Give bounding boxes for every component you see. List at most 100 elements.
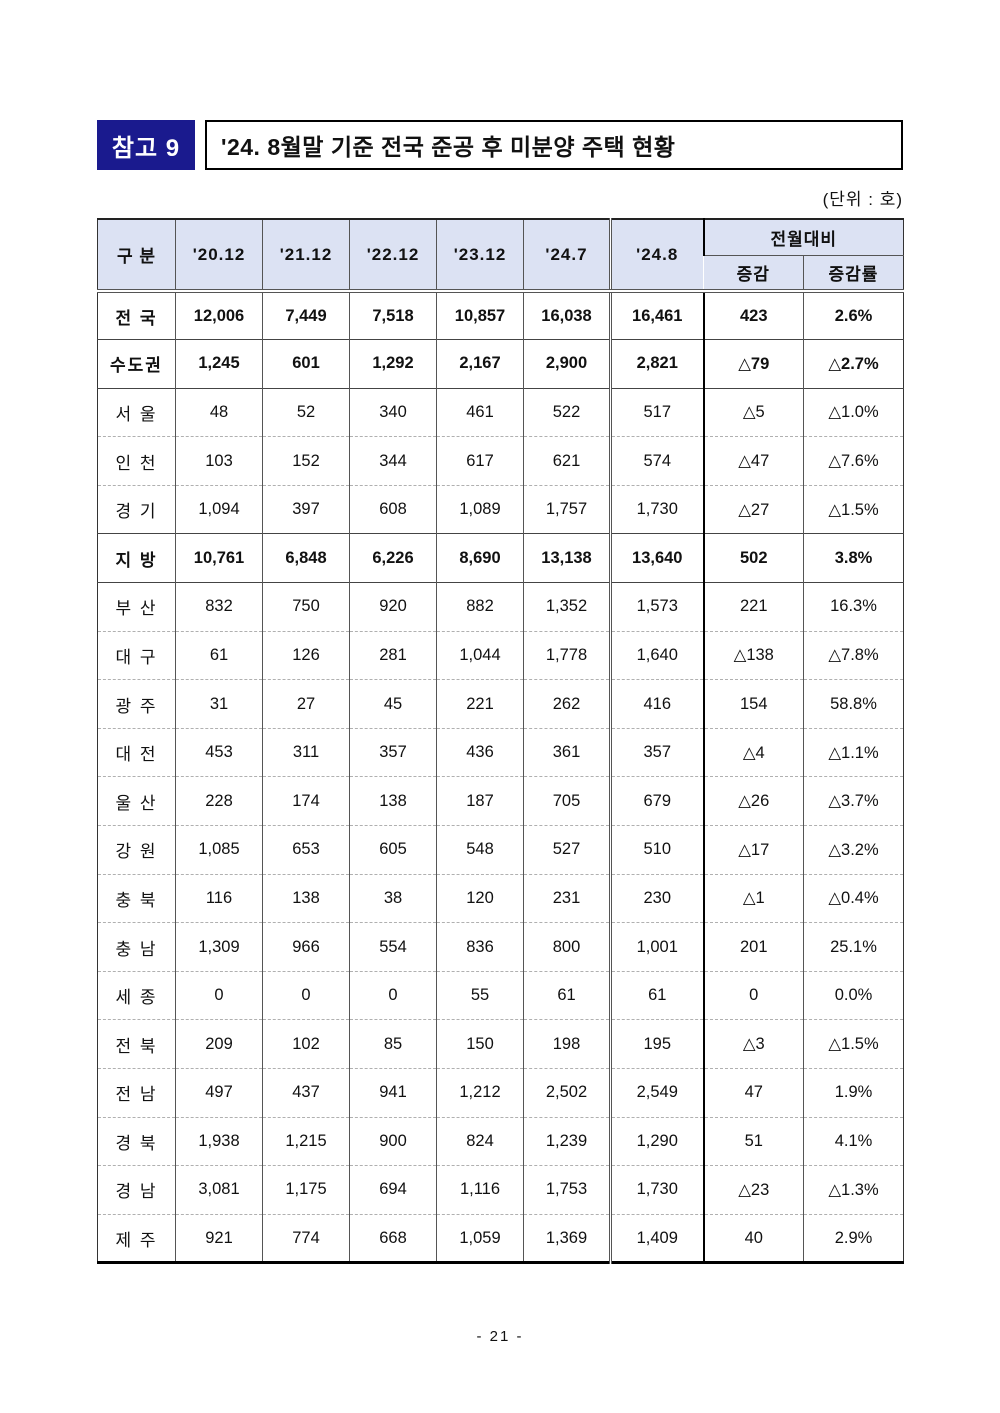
cell: 31: [175, 679, 263, 729]
cell: 2,549: [609, 1068, 704, 1118]
table-body: 전 국 12,006 7,449 7,518 10,857 16,038 16,461 423…: [97, 291, 904, 1263]
row-label: 전 남: [115, 1085, 158, 1105]
cell: 1,753: [523, 1165, 611, 1215]
cell: 527: [523, 825, 611, 875]
cell: 25.1%: [803, 922, 904, 972]
cell: △4: [702, 728, 804, 777]
cell: 357: [609, 728, 704, 777]
cell: 1,409: [609, 1214, 704, 1263]
cell: 6,848: [262, 533, 350, 583]
cell: 52: [262, 388, 350, 437]
cell: 174: [262, 776, 350, 826]
row-label: 대 전: [115, 745, 158, 765]
cell: 705: [523, 776, 611, 826]
cell: 1,573: [609, 582, 704, 632]
cell: 453: [175, 728, 263, 777]
row-label: 울 산: [115, 793, 158, 813]
cell: 1,175: [262, 1165, 350, 1215]
cell: 150: [436, 1019, 524, 1069]
cell: 152: [262, 436, 350, 486]
cell: △1: [702, 874, 804, 923]
cell: 437: [262, 1068, 350, 1118]
cell: 195: [609, 1019, 704, 1069]
cell: 281: [349, 631, 437, 680]
row-label: 제 주: [115, 1230, 158, 1250]
cell: 2,502: [523, 1068, 611, 1118]
row-label: 전 북: [115, 1036, 158, 1056]
cell: △5: [702, 388, 804, 437]
cell: 548: [436, 825, 524, 875]
table-row: 경 남 3,081 1,175 694 1,116 1,753 1,730 △23 △1.3%: [97, 1165, 904, 1215]
cell: 61: [175, 631, 263, 680]
cell: 3,081: [175, 1165, 263, 1215]
cell: 221: [702, 582, 804, 632]
cell: 16.3%: [803, 582, 904, 632]
unit-label: (단위 : 호): [822, 190, 903, 209]
statistics-table-container: 구 분 '20.12 '21.12 '22.12 '23.12 '24.7 '2…: [97, 218, 904, 1265]
table-row: 전 북 209 102 85 150 198 195 △3 △1.5%: [97, 1019, 904, 1069]
cell: 1,730: [609, 485, 704, 534]
table-row: 광 주 31 27 45 221 262 416 154 58.8%: [97, 679, 904, 729]
table-row: 충 남 1,309 966 554 836 800 1,001 201 25.1%: [97, 922, 904, 972]
cell: 1,757: [523, 485, 611, 534]
cell: 694: [349, 1165, 437, 1215]
table-header: 구 분 '20.12 '21.12 '22.12 '23.12 '24.7 '2…: [97, 219, 904, 291]
column-header-2012: '20.12: [175, 219, 263, 291]
cell: 230: [609, 874, 704, 923]
cell: 0: [349, 971, 437, 1020]
cell: 6,226: [349, 533, 437, 583]
row-label: 세 종: [115, 988, 158, 1008]
table-row: 부 산 832 750 920 882 1,352 1,573 221 16.3%: [97, 582, 904, 632]
cell: △7.6%: [803, 436, 904, 486]
cell: 138: [262, 874, 350, 923]
row-label: 경 기: [115, 502, 158, 522]
cell: 103: [175, 436, 263, 486]
row-label: 강 원: [115, 842, 158, 862]
page-number: - 21 -: [476, 1328, 524, 1345]
cell: 12,006: [175, 291, 263, 340]
table-row: 제 주 921 774 668 1,059 1,369 1,409 40 2.9%: [97, 1214, 904, 1263]
cell: 920: [349, 582, 437, 632]
cell: △79: [702, 339, 804, 389]
cell: △27: [702, 485, 804, 534]
reference-badge: 참고 9: [97, 120, 195, 170]
cell: 4.1%: [803, 1117, 904, 1166]
column-header-247: '24.7: [523, 219, 611, 291]
cell: 1,044: [436, 631, 524, 680]
cell: 824: [436, 1117, 524, 1166]
cell: △7.8%: [803, 631, 904, 680]
row-label: 경 남: [115, 1182, 158, 1202]
cell: 1,245: [175, 339, 263, 389]
cell: △26: [702, 776, 804, 826]
page-title: '24. 8월말 기준 전국 준공 후 미분양 주택 현황: [205, 120, 903, 170]
cell: △2.7%: [803, 339, 904, 389]
cell: 16,461: [609, 291, 704, 340]
cell: 416: [609, 679, 704, 729]
cell: 617: [436, 436, 524, 486]
cell: 228: [175, 776, 263, 826]
cell: △1.0%: [803, 388, 904, 437]
cell: 1,309: [175, 922, 263, 972]
cell: 621: [523, 436, 611, 486]
row-label: 전 국: [115, 308, 158, 328]
cell: 510: [609, 825, 704, 875]
column-header-2212: '22.12: [349, 219, 437, 291]
cell: 198: [523, 1019, 611, 1069]
cell: 55: [436, 971, 524, 1020]
cell: 502: [702, 533, 804, 583]
row-label: 대 구: [115, 647, 158, 667]
cell: △17: [702, 825, 804, 875]
table-row: 수도권 1,245 601 1,292 2,167 2,900 2,821 △79 △2.7%: [97, 339, 904, 389]
table-row: 서 울 48 52 340 461 522 517 △5 △1.0%: [97, 388, 904, 437]
cell: 1,239: [523, 1117, 611, 1166]
cell: 27: [262, 679, 350, 729]
cell: 2,821: [609, 339, 704, 389]
column-header-2112: '21.12: [262, 219, 350, 291]
table-row: 전 남 497 437 941 1,212 2,502 2,549 47 1.9%: [97, 1068, 904, 1118]
cell: 1,369: [523, 1214, 611, 1263]
cell: 231: [523, 874, 611, 923]
cell: 497: [175, 1068, 263, 1118]
cell: 605: [349, 825, 437, 875]
cell: 1,212: [436, 1068, 524, 1118]
cell: 40: [702, 1214, 804, 1263]
